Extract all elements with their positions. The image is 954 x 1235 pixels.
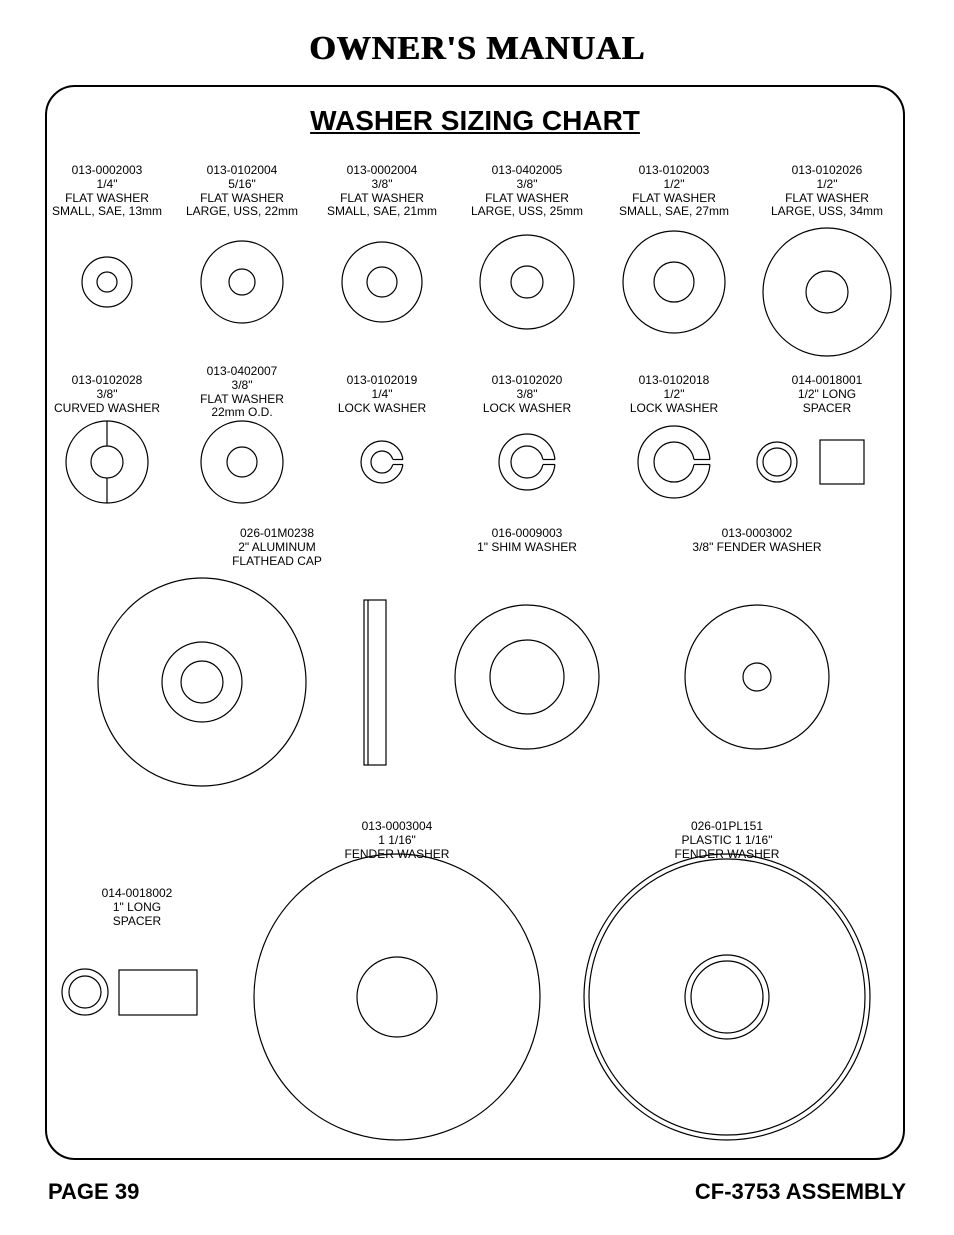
- washer-label: 013-0102003 1/2" FLAT WASHER SMALL, SAE,…: [594, 164, 754, 219]
- washer-label: 026-01M0238 2" ALUMINUM FLATHEAD CAP: [197, 527, 357, 568]
- footer-assembly-id: CF-3753 ASSEMBLY: [695, 1179, 906, 1205]
- chart-box: WASHER SIZING CHART 013-0002003 1/4" FLA…: [45, 85, 905, 1160]
- washer-label: 026-01PL151 PLASTIC 1 1/16" FENDER WASHE…: [647, 820, 807, 861]
- washer-label: 014-0018002 1" LONG SPACER: [57, 887, 217, 928]
- washer-label: 013-0003002 3/8" FENDER WASHER: [677, 527, 837, 555]
- lock-washer-icon: [356, 436, 408, 488]
- manual-page: OWNER'S MANUAL WASHER SIZING CHART 013-0…: [0, 0, 954, 1235]
- washer-label: 013-0002004 3/8" FLAT WASHER SMALL, SAE,…: [302, 164, 462, 219]
- washer-icon: [618, 226, 730, 338]
- flathead-cap-icon: [93, 573, 391, 791]
- washer-icon: [77, 252, 137, 312]
- chart-title: WASHER SIZING CHART: [47, 105, 903, 137]
- spacer-icon: [752, 435, 869, 489]
- washer-icon: [475, 230, 579, 334]
- washer-icon: [249, 849, 545, 1145]
- washer-label: 013-0102004 5/16" FLAT WASHER LARGE, USS…: [162, 164, 322, 219]
- spacer-icon: [57, 964, 202, 1020]
- header-title: OWNER'S MANUAL: [0, 30, 954, 68]
- curved-washer-icon: [61, 416, 153, 508]
- washer-label: 014-0018001 1/2" LONG SPACER: [747, 374, 907, 415]
- washer-icon: [196, 236, 288, 328]
- lock-washer-icon: [633, 421, 715, 503]
- washer-icon: [680, 600, 834, 754]
- washer-label: 013-0102026 1/2" FLAT WASHER LARGE, USS,…: [747, 164, 907, 219]
- washer-label: 013-0402005 3/8" FLAT WASHER LARGE, USS,…: [447, 164, 607, 219]
- washer-label: 013-0102018 1/2" LOCK WASHER: [594, 374, 754, 415]
- washer-label: 013-0102019 1/4" LOCK WASHER: [302, 374, 462, 415]
- washer-icon: [337, 237, 427, 327]
- washer-label: 016-0009003 1" SHIM WASHER: [447, 527, 607, 555]
- washer-label: 013-0003004 1 1/16" FENDER WASHER: [317, 820, 477, 861]
- washer-label: 013-0102020 3/8" LOCK WASHER: [447, 374, 607, 415]
- washer-icon: [758, 223, 896, 361]
- washer-label: 013-0402007 3/8" FLAT WASHER 22mm O.D.: [162, 365, 322, 420]
- washer-icon: [196, 416, 288, 508]
- washer-icon: [579, 849, 875, 1145]
- footer-page-number: PAGE 39: [48, 1179, 139, 1205]
- washer-icon: [450, 600, 604, 754]
- lock-washer-icon: [494, 429, 560, 495]
